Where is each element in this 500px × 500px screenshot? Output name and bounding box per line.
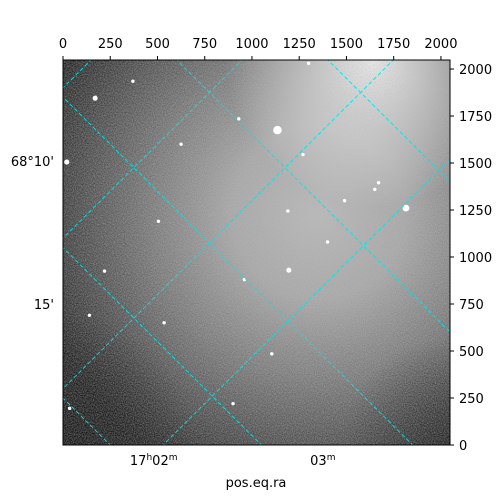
star bbox=[376, 181, 381, 185]
star bbox=[179, 142, 183, 146]
star bbox=[301, 152, 305, 157]
grid-line bbox=[0, 0, 54, 500]
stars-layer bbox=[64, 61, 410, 411]
grid-line bbox=[162, 158, 450, 445]
right-tick-label: 750 bbox=[459, 298, 484, 313]
star bbox=[286, 209, 290, 213]
star bbox=[162, 321, 166, 325]
right-axis: 0 250 500 750 1000 1250 1500 1750 2000 bbox=[450, 63, 492, 454]
top-tick-label: 0 bbox=[59, 37, 67, 52]
top-tick-label: 1750 bbox=[377, 37, 410, 52]
star bbox=[270, 352, 274, 356]
top-tick-label: 500 bbox=[145, 37, 170, 52]
left-axis: 68°10' 15' bbox=[11, 155, 54, 313]
top-axis: 0 250 500 750 1000 1250 1500 1750 2000 bbox=[59, 37, 457, 60]
bottom-tick-label: 03m bbox=[310, 453, 335, 469]
plot-frame bbox=[62, 59, 451, 446]
star bbox=[325, 240, 330, 244]
star bbox=[102, 269, 107, 273]
left-tick-label: 68°10' bbox=[11, 155, 54, 170]
star bbox=[67, 406, 72, 411]
top-tick-label: 2000 bbox=[424, 37, 457, 52]
star bbox=[273, 125, 282, 135]
star bbox=[342, 198, 347, 203]
right-tick-label: 500 bbox=[459, 345, 484, 360]
right-tick-label: 1500 bbox=[459, 157, 492, 172]
grid-line bbox=[176, 60, 450, 333]
top-tick-label: 1000 bbox=[235, 37, 268, 52]
star bbox=[306, 61, 311, 66]
bottom-axis: 17h02m 03m bbox=[130, 453, 336, 469]
top-tick-label: 1500 bbox=[330, 37, 363, 52]
star bbox=[402, 204, 410, 212]
right-tick-label: 1250 bbox=[459, 204, 492, 219]
top-tick-label: 250 bbox=[98, 37, 123, 52]
grid-line bbox=[63, 397, 111, 445]
right-tick-label: 1000 bbox=[459, 251, 492, 266]
grid-line bbox=[327, 60, 450, 183]
star bbox=[286, 267, 292, 273]
left-tick-label: 15' bbox=[34, 298, 54, 313]
star bbox=[87, 313, 92, 317]
right-tick-label: 0 bbox=[459, 439, 467, 454]
grid-line bbox=[63, 96, 414, 445]
star bbox=[64, 159, 70, 165]
star bbox=[231, 401, 235, 406]
grid-line bbox=[63, 60, 243, 239]
x-axis-title: pos.eq.ra bbox=[226, 476, 287, 491]
top-tick-label: 1250 bbox=[283, 37, 316, 52]
right-tick-label: 250 bbox=[459, 392, 484, 407]
grid-line bbox=[63, 246, 263, 445]
right-tick-label: 2000 bbox=[459, 63, 492, 78]
star bbox=[131, 79, 135, 83]
star bbox=[373, 187, 377, 192]
right-tick-label: 1750 bbox=[459, 110, 492, 125]
top-tick-label: 750 bbox=[192, 37, 217, 52]
bottom-tick-label: 17h02m bbox=[130, 453, 178, 469]
star bbox=[237, 117, 241, 121]
star bbox=[156, 219, 161, 223]
star bbox=[92, 95, 98, 101]
